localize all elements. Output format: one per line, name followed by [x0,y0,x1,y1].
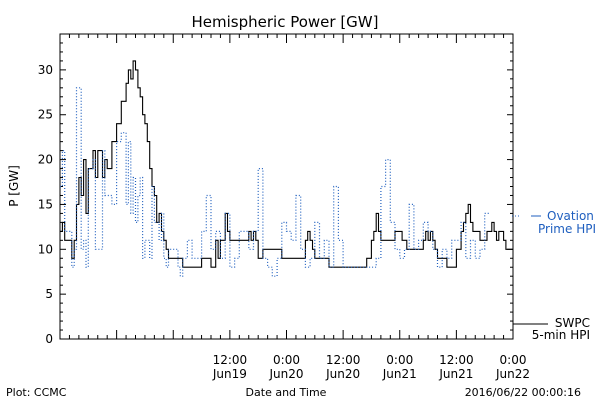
legend-ovation: Ovation Prime HPI [512,209,596,236]
y-tick-label: 25 [38,108,53,122]
y-tick-label: 0 [45,332,53,346]
legend-ovation-label-2: Prime HPI [538,222,596,236]
x-tick-time-label: 12:00 [439,353,474,367]
y-axis-label: P [GW] [7,165,21,207]
x-tick-date-label: Jun19 [212,367,247,381]
x-tick-date-label: Jun20 [325,367,360,381]
y-axis: 0 5 10 15 20 25 30 [38,33,513,346]
x-tick-date-label: Jun20 [268,367,303,381]
legend-swpc-label-2: 5-min HPI [532,328,590,342]
x-tick-date-label: Jun22 [495,367,530,381]
legend-swpc: SWPC 5-min HPI [513,316,590,342]
y-tick-label: 15 [38,197,53,211]
series-ovation-line [60,87,490,277]
footer-plot-credit: Plot: CCMC [6,386,67,399]
legend-swpc-label-1: SWPC [555,316,590,330]
x-tick-time-label: 0:00 [273,353,300,367]
chart-title: Hemispheric Power [GW] [192,13,379,31]
footer-timestamp: 2016/06/22 00:00:16 [465,386,581,399]
x-tick-date-label: Jun21 [438,367,473,381]
x-axis: 12:00Jun190:00Jun2012:00Jun200:00Jun2112… [59,34,530,381]
x-axis-label: Date and Time [246,386,327,399]
x-tick-time-label: 0:00 [386,353,413,367]
y-tick-label: 20 [38,153,53,167]
y-tick-label: 5 [45,287,53,301]
x-tick-date-label: Jun21 [382,367,417,381]
y-tick-label: 10 [38,242,53,256]
y-tick-label: 30 [38,63,53,77]
x-tick-time-label: 12:00 [326,353,361,367]
x-tick-time-label: 12:00 [213,353,248,367]
series-swpc-line [60,60,513,268]
x-tick-time-label: 0:00 [500,353,527,367]
series-layer [60,60,513,277]
legend-ovation-label-1: Ovation [547,209,594,223]
